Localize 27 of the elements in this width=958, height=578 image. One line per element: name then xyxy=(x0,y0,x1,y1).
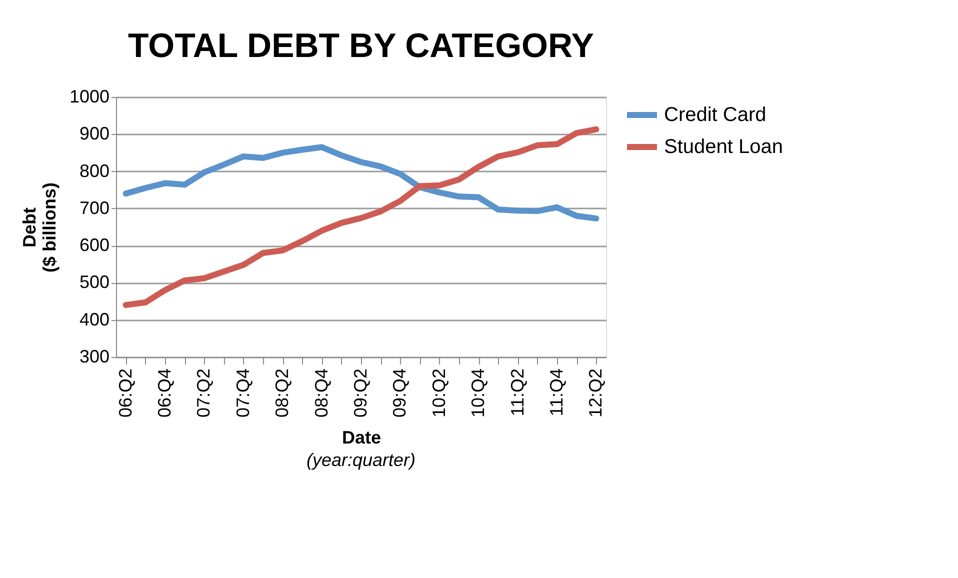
x-tick-label: 09:Q2 xyxy=(350,368,370,418)
x-tick-label: 11:Q2 xyxy=(507,368,528,416)
y-axis-title: Debt ($ billions) xyxy=(19,182,60,272)
x-axis-title: Date xyxy=(342,428,382,448)
text: (year:quarter) xyxy=(306,450,416,470)
y-tick-label: 400 xyxy=(79,309,110,330)
x-tick-label: 06:Q4 xyxy=(154,368,174,418)
x-tick-label: 09:Q4 xyxy=(390,368,410,418)
y-tick-label: 900 xyxy=(79,124,110,144)
x-tick-label: 10:Q4 xyxy=(468,368,488,418)
legend-label: Credit Card xyxy=(664,104,766,126)
y-tick-label: 800 xyxy=(79,160,110,181)
x-tick-label: 12:Q2 xyxy=(586,368,606,418)
y-tick-label: 300 xyxy=(79,346,110,366)
x-tick-label: 08:Q4 xyxy=(311,368,332,418)
y-tick-label: 1000 xyxy=(69,86,110,106)
x-tick-label: 10:Q2 xyxy=(428,368,449,418)
y-tick-label: 500 xyxy=(79,272,110,292)
y-tick-label: 600 xyxy=(79,235,110,256)
x-tick-label: 07:Q4 xyxy=(232,368,253,418)
x-tick-label: 08:Q2 xyxy=(272,368,292,418)
legend-label: Student Loan xyxy=(664,136,783,158)
x-tick-label: 11:Q4 xyxy=(546,368,566,416)
x-tick-label: 06:Q2 xyxy=(115,368,136,418)
chart-title: TOTAL DEBT BY CATEGORY xyxy=(128,27,594,65)
x-tick-label: 07:Q2 xyxy=(194,368,214,418)
y-tick-label: 700 xyxy=(79,198,110,218)
